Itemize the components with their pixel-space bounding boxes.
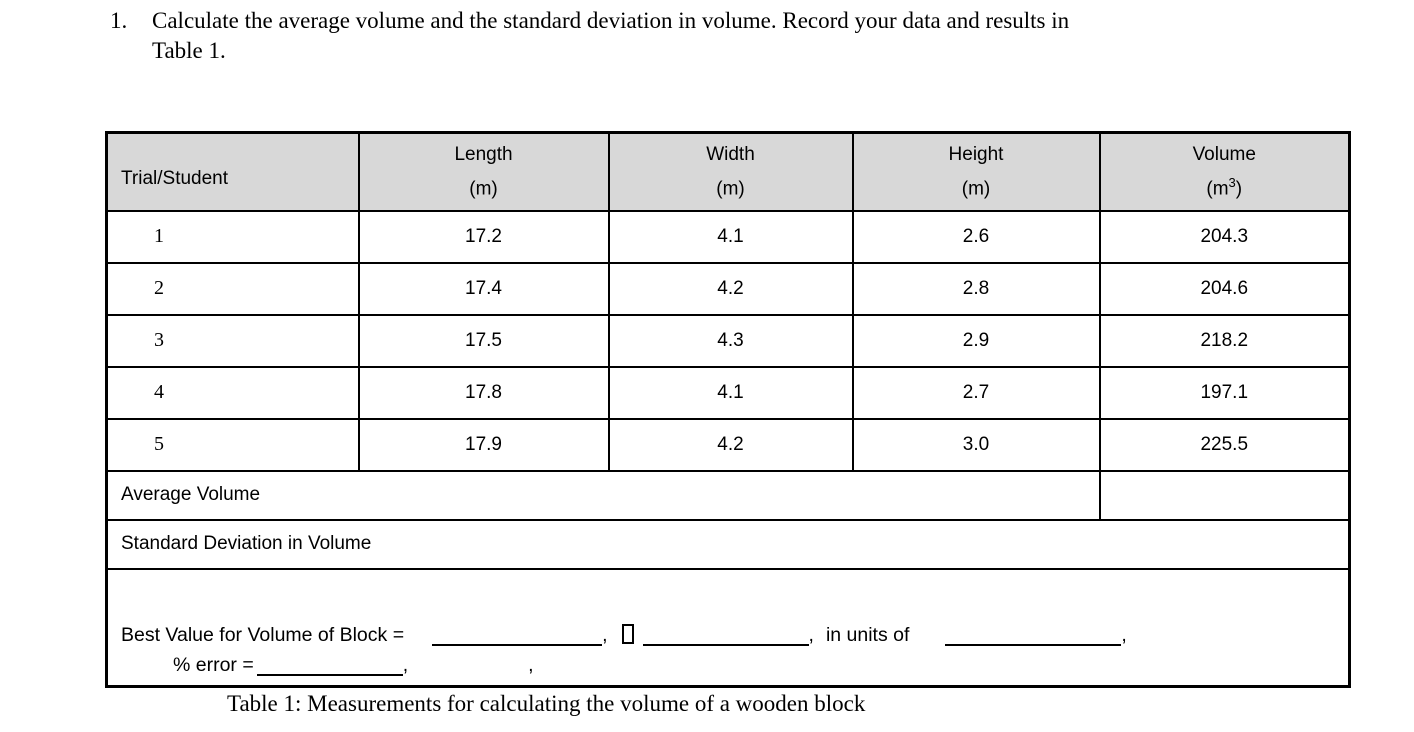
volume-cell: 218.2	[1098, 313, 1351, 368]
units-blank[interactable]	[945, 626, 1122, 646]
height-cell: 2.9	[851, 313, 1101, 368]
uncertainty-blank[interactable]	[642, 626, 809, 646]
table-row-trial-3: 3 17.5 4.3 2.9 218.2	[105, 313, 1351, 368]
table-header-row: Trial/Student Length (m) Width (m) Heigh…	[105, 131, 1351, 212]
trial-number-cell: 5	[105, 417, 360, 472]
column-header-height: Height (m)	[851, 131, 1101, 212]
in-units-of-label: in units of	[825, 623, 910, 646]
undefined-glyph-box-icon	[621, 623, 634, 644]
instruction-line-1: Calculate the average volume and the sta…	[152, 8, 1070, 33]
table-caption: Table 1: Measurements for calculating th…	[227, 691, 866, 716]
best-value-blank[interactable]	[432, 626, 603, 646]
comma-separator: ,	[1121, 623, 1127, 646]
measurements-table: Trial/Student Length (m) Width (m) Heigh…	[105, 131, 1351, 688]
average-volume-value-cell[interactable]	[1098, 469, 1351, 521]
column-unit: (m)	[716, 177, 745, 199]
column-header-volume: Volume (m3)	[1098, 131, 1351, 212]
best-value-cell: Best Value for Volume of Block =,, in uni…	[105, 567, 1351, 688]
comma-separator: ,	[808, 623, 814, 646]
comma-separator: ,	[402, 653, 409, 676]
instruction-line-2: Table 1.	[152, 38, 226, 63]
volume-cell: 204.6	[1098, 261, 1351, 316]
standard-deviation-row: Standard Deviation in Volume	[105, 518, 1351, 570]
standard-deviation-label: Standard Deviation in Volume	[105, 518, 1351, 570]
column-unit: (m)	[469, 177, 498, 199]
column-unit: (m3)	[1206, 174, 1243, 199]
height-cell: 2.7	[851, 365, 1101, 420]
comma-separator: ,	[602, 623, 608, 646]
width-cell: 4.3	[607, 313, 854, 368]
best-value-line: Best Value for Volume of Block =,, in uni…	[121, 620, 1348, 650]
trial-number-cell: 4	[105, 365, 360, 420]
instruction-item-1: 1. Calculate the average volume and the …	[110, 6, 1069, 66]
column-title: Length	[454, 143, 513, 165]
trial-number-cell: 1	[105, 209, 360, 264]
column-title: Volume	[1192, 143, 1256, 165]
width-cell: 4.1	[607, 209, 854, 264]
instruction-text: Calculate the average volume and the sta…	[152, 6, 1069, 66]
table-row-trial-5: 5 17.9 4.2 3.0 225.5	[105, 417, 1351, 472]
width-cell: 4.2	[607, 417, 854, 472]
length-cell: 17.4	[357, 261, 610, 316]
volume-cell: 204.3	[1098, 209, 1351, 264]
column-header-length: Length (m)	[357, 131, 610, 212]
column-header-width: Width (m)	[607, 131, 854, 212]
best-value-label: Best Value for Volume of Block =	[121, 623, 405, 646]
width-cell: 4.1	[607, 365, 854, 420]
average-volume-row: Average Volume	[105, 469, 1351, 521]
height-cell: 2.8	[851, 261, 1101, 316]
column-title: Height	[948, 143, 1004, 165]
instruction-number: 1.	[110, 8, 128, 33]
table-row-trial-2: 2 17.4 4.2 2.8 204.6	[105, 261, 1351, 316]
average-volume-label: Average Volume	[105, 469, 1101, 521]
column-header-trial-student: Trial/Student	[105, 131, 360, 212]
trial-number-cell: 3	[105, 313, 360, 368]
length-cell: 17.5	[357, 313, 610, 368]
length-cell: 17.8	[357, 365, 610, 420]
width-cell: 4.2	[607, 261, 854, 316]
volume-cell: 225.5	[1098, 417, 1351, 472]
length-cell: 17.2	[357, 209, 610, 264]
percent-error-line: % error =,,	[173, 650, 1348, 680]
percent-error-label: % error =	[173, 653, 254, 676]
fill-in-area: Best Value for Volume of Block =,, in uni…	[108, 570, 1348, 680]
column-unit: (m)	[961, 177, 991, 199]
trial-number-cell: 2	[105, 261, 360, 316]
height-cell: 2.6	[851, 209, 1101, 264]
column-title: Width	[706, 143, 755, 165]
best-value-row: Best Value for Volume of Block =,, in uni…	[105, 567, 1351, 688]
volume-cell: 197.1	[1098, 365, 1351, 420]
table-row-trial-1: 1 17.2 4.1 2.6 204.3	[105, 209, 1351, 264]
percent-error-blank[interactable]	[256, 656, 403, 676]
length-cell: 17.9	[357, 417, 610, 472]
table-row-trial-4: 4 17.8 4.1 2.7 197.1	[105, 365, 1351, 420]
comma-separator: ,	[528, 653, 534, 676]
height-cell: 3.0	[851, 417, 1101, 472]
